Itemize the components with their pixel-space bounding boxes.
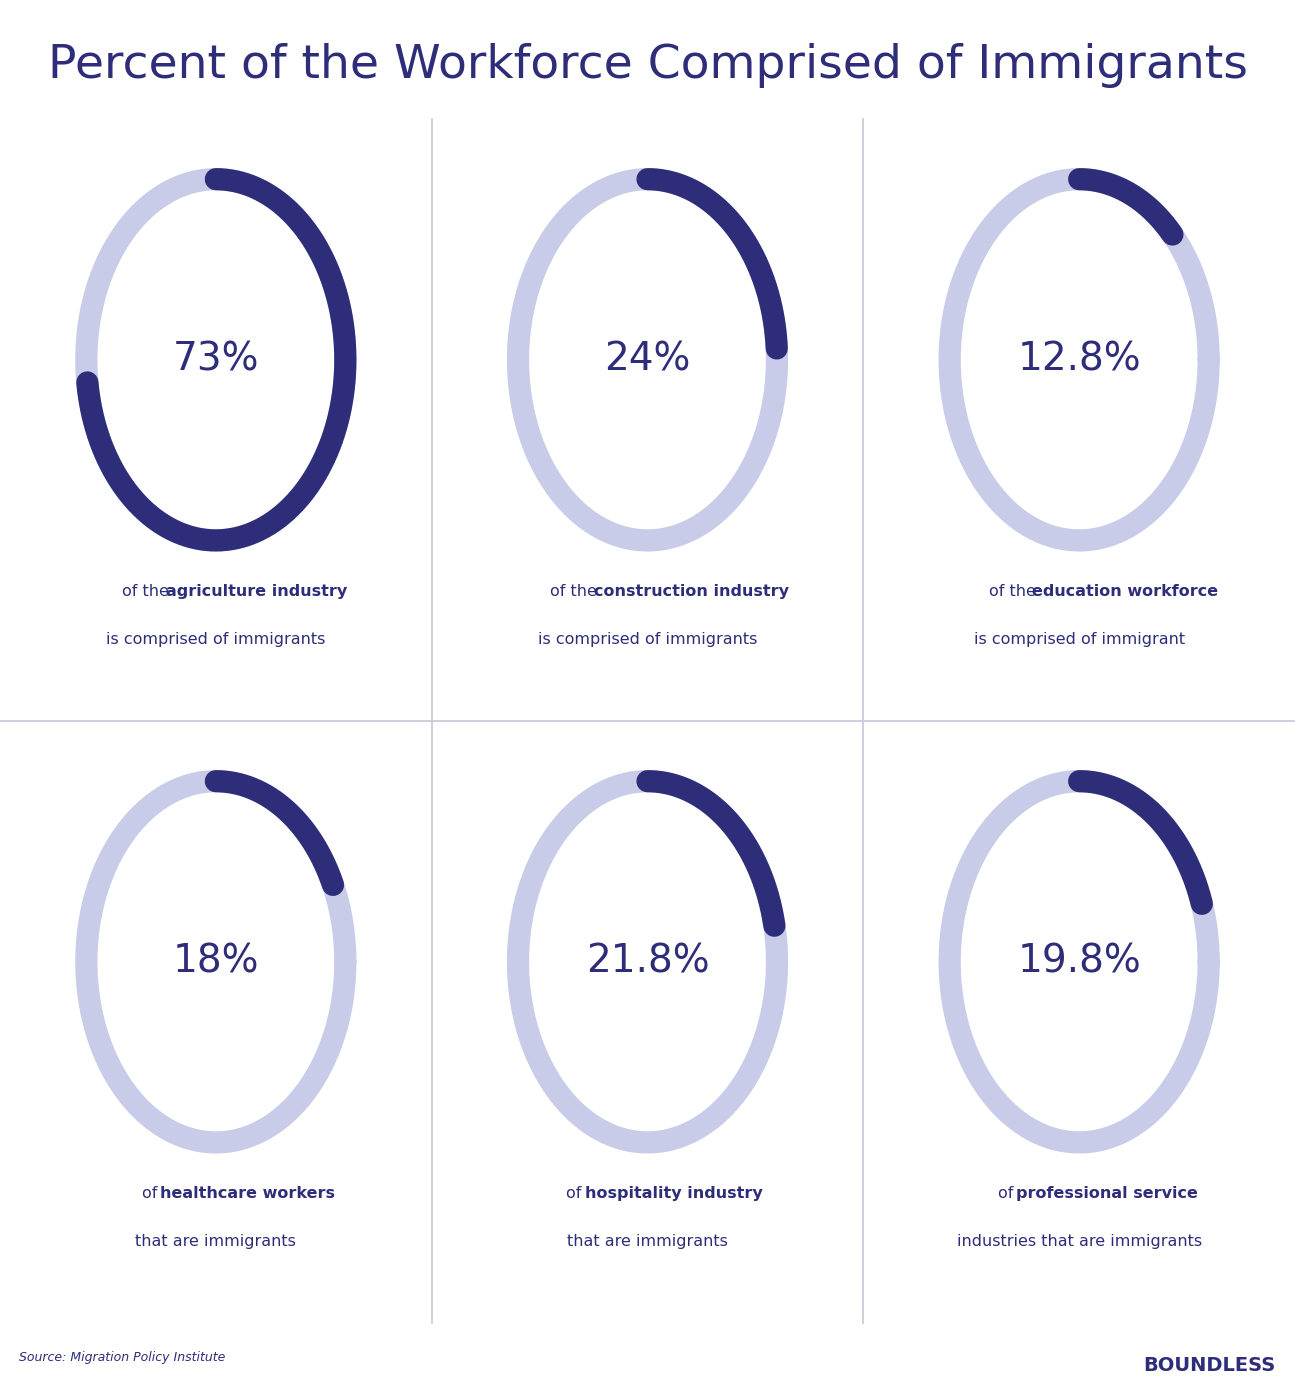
Text: agriculture industry: agriculture industry (166, 584, 347, 599)
Text: 19.8%: 19.8% (1018, 942, 1141, 981)
Text: 18%: 18% (172, 942, 259, 981)
Text: of the: of the (550, 584, 602, 599)
Text: of the: of the (989, 584, 1041, 599)
Text: hospitality industry: hospitality industry (585, 1186, 763, 1201)
Text: of: of (141, 1186, 162, 1201)
Text: Percent of the Workforce Comprised of Immigrants: Percent of the Workforce Comprised of Im… (48, 43, 1247, 88)
Text: construction industry: construction industry (593, 584, 789, 599)
Text: that are immigrants: that are immigrants (136, 1235, 297, 1249)
Text: of: of (566, 1186, 587, 1201)
Text: 73%: 73% (172, 340, 259, 379)
Text: is comprised of immigrants: is comprised of immigrants (106, 633, 325, 647)
Text: of the: of the (122, 584, 174, 599)
Text: is comprised of immigrants: is comprised of immigrants (537, 633, 758, 647)
Text: Source: Migration Policy Institute: Source: Migration Policy Institute (19, 1351, 225, 1364)
Text: that are immigrants: that are immigrants (567, 1235, 728, 1249)
Text: 21.8%: 21.8% (585, 942, 710, 981)
Text: education workforce: education workforce (1032, 584, 1219, 599)
Text: healthcare workers: healthcare workers (161, 1186, 335, 1201)
Text: professional service: professional service (1017, 1186, 1198, 1201)
Text: industries that are immigrants: industries that are immigrants (957, 1235, 1202, 1249)
Text: of: of (998, 1186, 1018, 1201)
Text: BOUNDLESS: BOUNDLESS (1143, 1355, 1276, 1375)
Text: 12.8%: 12.8% (1018, 340, 1141, 379)
Text: is comprised of immigrant: is comprised of immigrant (974, 633, 1185, 647)
Text: 24%: 24% (605, 340, 690, 379)
